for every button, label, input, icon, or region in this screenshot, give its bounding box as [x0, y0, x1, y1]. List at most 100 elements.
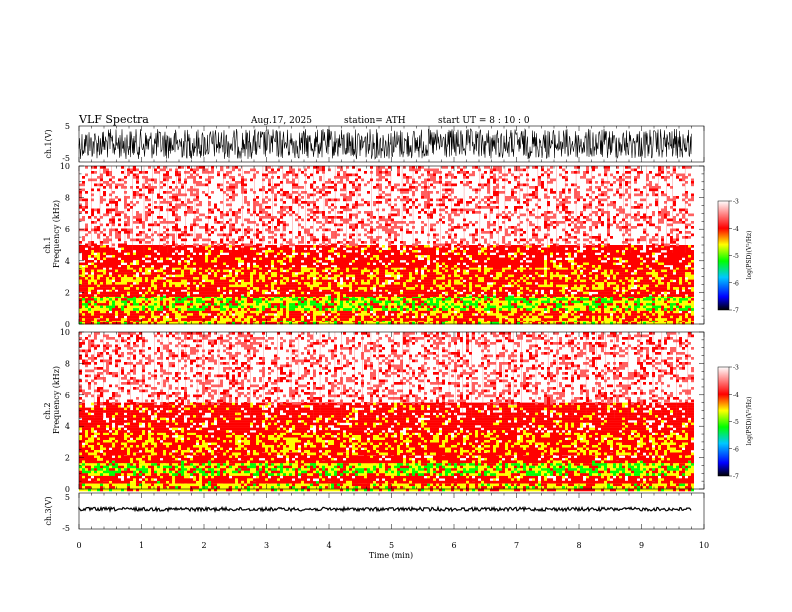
spectrogram-cell [325, 300, 328, 304]
spectrogram-cell [400, 313, 403, 316]
spectrogram-cell [106, 282, 109, 285]
spectrogram-cell [169, 279, 172, 283]
spectrogram-cell [610, 289, 613, 292]
spectrogram-cell [439, 315, 442, 319]
spectrogram-cell [238, 318, 241, 321]
spectrogram-cell [610, 274, 613, 278]
spectrogram-cell [121, 274, 124, 278]
spectrogram-cell [481, 319, 484, 322]
date-label: Aug.17, 2025 [250, 116, 312, 126]
spectrogram-cell [298, 287, 301, 290]
spectrogram-cell [382, 272, 385, 275]
spectrogram-cell [79, 282, 82, 285]
spectrogram-cell [364, 308, 367, 311]
spectrogram-cell [283, 305, 286, 309]
spectrogram-cell [364, 295, 367, 299]
spectrogram-cell [262, 289, 265, 292]
spectrogram-cell [85, 313, 88, 316]
spectrogram-cell [466, 289, 469, 292]
spectrogram-cell [364, 313, 367, 316]
spectrogram-cell [121, 282, 124, 285]
spectrogram-cell [340, 298, 343, 301]
spectrogram-cell [580, 321, 583, 325]
spectrogram-cell [157, 313, 160, 316]
spectrogram-cell [301, 321, 304, 325]
spectrogram-cell [103, 287, 106, 290]
spectrogram-cell [388, 310, 391, 314]
spectrogram-cell [376, 291, 379, 295]
spectrogram-cell [601, 267, 604, 270]
spectrogram-cell [286, 282, 289, 285]
spectrogram-cell [136, 300, 139, 304]
spectrogram-cell [394, 308, 397, 311]
spectrogram-cell [343, 289, 346, 292]
spectrogram-cell [415, 272, 418, 275]
spectrogram-cell [424, 318, 427, 321]
spectrogram-cell [214, 310, 217, 314]
spectrogram-cell [364, 269, 367, 273]
spectrogram-cell [79, 295, 82, 299]
spectrogram-cell [289, 295, 292, 299]
spectrogram-cell [115, 287, 118, 290]
spectrogram-cell [154, 291, 157, 295]
spectrogram-cell [655, 284, 658, 288]
spectrogram-cell [628, 295, 631, 299]
spectrogram-cell [181, 279, 184, 283]
spectrogram-cell [451, 308, 454, 311]
spectrogram-cell [481, 313, 484, 316]
spectrogram-cell [340, 305, 343, 309]
spectrogram-cell [673, 282, 676, 285]
spectrogram-cell [499, 277, 502, 280]
spectrogram-cell [244, 315, 247, 319]
spectrogram-cell [589, 310, 592, 314]
spectrogram-cell [115, 284, 118, 288]
spectrogram-cell [202, 282, 205, 285]
spectrogram-cell [487, 318, 490, 321]
spectrogram-cell [445, 272, 448, 275]
spectrogram-cell [103, 313, 106, 316]
spectrogram-cell [535, 279, 538, 283]
spectrogram-cell [472, 294, 475, 297]
spectrogram-cell [454, 287, 457, 290]
spectrogram-cell [568, 315, 571, 319]
spectrogram-cell [385, 300, 388, 304]
spectrogram-cell [259, 318, 262, 321]
spectrogram-cell [232, 298, 235, 301]
spectrogram-cell [100, 267, 103, 270]
spectrogram-cell [538, 305, 541, 309]
spectrogram-cell [454, 269, 457, 273]
spectrogram-cell [631, 274, 634, 278]
spectrogram-cell [586, 315, 589, 319]
spectrogram-cell [622, 277, 625, 280]
spectrogram-cell [133, 303, 136, 306]
spectrogram-cell [433, 318, 436, 321]
spectrogram-cell [688, 318, 691, 321]
spectrogram-cell [91, 310, 94, 314]
spectrogram-cell [133, 284, 136, 288]
spectrogram-cell [160, 294, 163, 297]
spectrogram-cell [166, 272, 169, 275]
spectrogram-cell [91, 295, 94, 299]
spectrogram-cell [391, 287, 394, 290]
spectrogram-cell [622, 308, 625, 311]
spectrogram-cell [679, 300, 682, 304]
spectrogram-cell [322, 315, 325, 319]
spectrogram-cell [469, 315, 472, 319]
spectrogram-cell [652, 313, 655, 316]
spectrogram-cell [400, 295, 403, 299]
spectrogram-cell [622, 310, 625, 314]
spectrogram-cell [484, 267, 487, 270]
spectrogram-cell [493, 284, 496, 288]
spectrogram-cell [658, 282, 661, 285]
spectrogram-cell [196, 282, 199, 285]
spectrogram-cell [487, 289, 490, 292]
spectrogram-cell [478, 269, 481, 273]
spectrogram-cell [184, 274, 187, 278]
spectrogram-cell [220, 303, 223, 306]
spectrogram-cell [109, 287, 112, 290]
spectrogram-cell [688, 284, 691, 288]
spectrogram-cell [571, 282, 574, 285]
spectrogram-cell [502, 274, 505, 278]
spectrogram-cell [337, 267, 340, 270]
spectrogram-cell [646, 279, 649, 283]
